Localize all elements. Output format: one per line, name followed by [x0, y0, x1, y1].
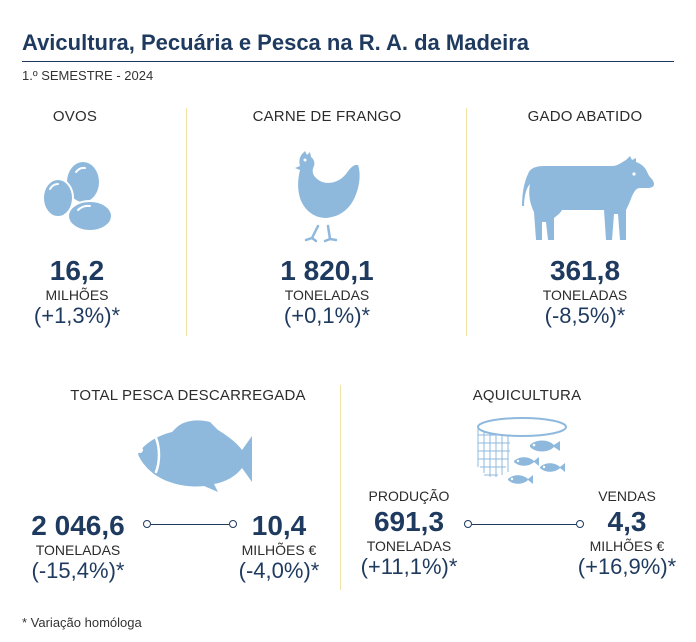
pesca-left-values: 2 046,6 TONELADAS (-15,4%)*	[18, 510, 138, 584]
pesca-left-value: 2 046,6	[31, 510, 125, 541]
eggs-icon	[38, 160, 118, 234]
ovos-variation: (+1,3%)*	[33, 303, 121, 328]
frango-values: 1 820,1 TONELADAS (+0,1%)*	[187, 255, 467, 329]
pesca-connector-start	[143, 520, 151, 528]
page-title: Avicultura, Pecuária e Pesca na R. A. da…	[22, 30, 530, 55]
gado-value: 361,8	[549, 255, 621, 286]
divider-3	[340, 385, 341, 590]
aquicultura-right-value: 4,3	[607, 506, 647, 537]
ovos-panel: OVOS	[0, 108, 150, 125]
footnote: * Variação homóloga	[22, 615, 142, 630]
title-rule	[22, 61, 674, 62]
cow-icon	[522, 156, 654, 242]
frango-value: 1 820,1	[280, 255, 374, 286]
aquicultura-left-value: 691,3	[373, 506, 445, 537]
fish-icon	[118, 418, 254, 494]
pesca-panel: TOTAL PESCA DESCARREGADA	[36, 387, 340, 404]
aquicultura-right-variation: (+16,9%)*	[577, 554, 677, 579]
aquicultura-panel: AQUICULTURA	[430, 387, 624, 404]
gado-values: 361,8 TONELADAS (-8,5%)*	[490, 255, 680, 329]
aquicultura-right-unit: MILHÕES €	[589, 538, 665, 554]
ovos-values: 16,2 MILHÕES (+1,3%)*	[0, 255, 154, 329]
pesca-right-values: 10,4 MILHÕES € (-4,0%)*	[232, 510, 326, 584]
aquicultura-connector-start	[464, 520, 472, 528]
gado-unit: TONELADAS	[542, 287, 628, 303]
aquicultura-left-variation: (+11,1%)*	[360, 554, 458, 579]
gado-panel: GADO ABATIDO	[490, 108, 680, 125]
ovos-unit: MILHÕES	[45, 287, 109, 303]
aquicultura-right-caption: VENDAS	[598, 488, 656, 504]
aquicultura-left-values: PRODUÇÃO 691,3 TONELADAS (+11,1%)*	[352, 488, 466, 580]
pesca-left-variation: (-15,4%)*	[31, 558, 125, 583]
pesca-connector-line	[151, 524, 229, 525]
ovos-label: OVOS	[52, 108, 98, 125]
pesca-right-value: 10,4	[251, 510, 307, 541]
divider-2	[466, 108, 467, 336]
aquicultura-left-caption: PRODUÇÃO	[368, 488, 450, 504]
ovos-value: 16,2	[49, 255, 105, 286]
aquicultura-connector-line	[472, 524, 576, 525]
pesca-label: TOTAL PESCA DESCARREGADA	[70, 387, 306, 404]
chicken-icon	[288, 150, 364, 246]
frango-unit: TONELADAS	[284, 287, 370, 303]
frango-variation: (+0,1%)*	[283, 303, 371, 328]
aquicultura-connector-end	[576, 520, 584, 528]
divider-1	[186, 108, 187, 336]
pesca-right-unit: MILHÕES €	[241, 542, 317, 558]
frango-panel: CARNE DE FRANGO	[187, 108, 467, 125]
gado-variation: (-8,5%)*	[544, 303, 626, 328]
aquicultura-left-unit: TONELADAS	[366, 538, 452, 554]
pesca-left-unit: TONELADAS	[35, 542, 121, 558]
frango-label: CARNE DE FRANGO	[252, 108, 402, 125]
page-subtitle: 1.º SEMESTRE - 2024	[22, 68, 154, 83]
aquicultura-label: AQUICULTURA	[472, 387, 582, 404]
pesca-right-variation: (-4,0%)*	[238, 558, 320, 583]
aquicultura-right-values: VENDAS 4,3 MILHÕES € (+16,9%)*	[570, 488, 684, 580]
gado-label: GADO ABATIDO	[527, 108, 643, 125]
fish-cage-icon	[474, 415, 582, 493]
pesca-connector-end	[229, 520, 237, 528]
